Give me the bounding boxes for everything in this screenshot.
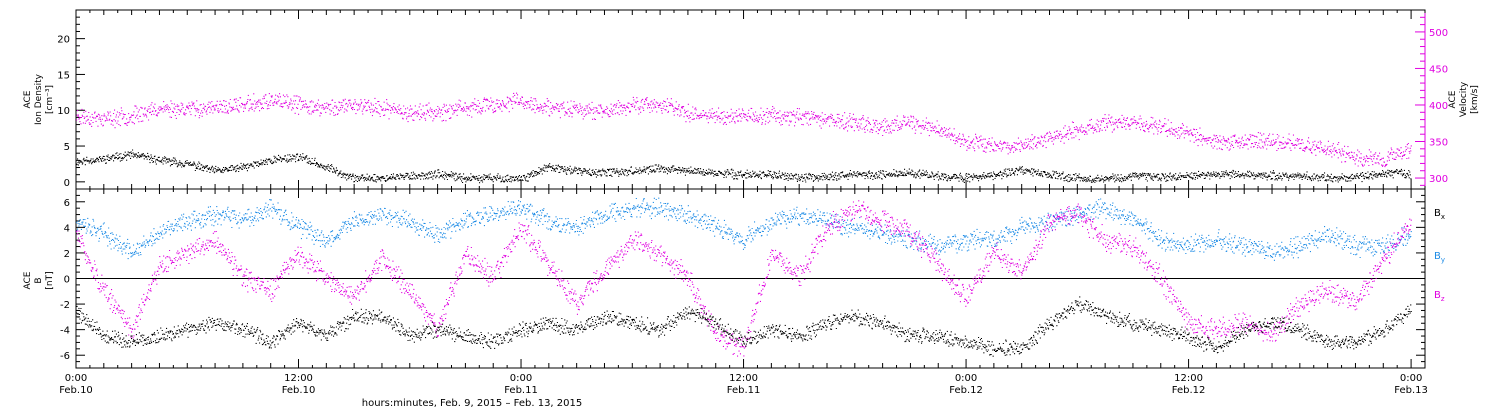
x-tick-time-label: 12:00 bbox=[729, 373, 758, 384]
series-ion-density-points bbox=[76, 149, 1412, 184]
left-ylabel-line: ACE bbox=[23, 90, 33, 108]
right-ylabel-line: Velocity bbox=[1459, 81, 1469, 117]
left-ylabel-line: Ion Density bbox=[34, 73, 44, 125]
left-tick-label: 20 bbox=[57, 35, 70, 46]
left-ylabel: ACE Ion Density [cm⁻³] bbox=[23, 73, 55, 125]
left-tick-label: 0 bbox=[64, 178, 70, 189]
right-ylabel: ACE Velocity [km/s] bbox=[1448, 81, 1480, 117]
series-velocity bbox=[76, 92, 1412, 168]
x-tick-date-label: Feb.12 bbox=[1172, 385, 1206, 396]
series-by-points bbox=[76, 197, 1412, 261]
b-tick-label: -2 bbox=[60, 300, 70, 311]
x-tick-time-label: 0:00 bbox=[510, 373, 532, 384]
left-tick-label: 5 bbox=[64, 142, 70, 153]
series-bx bbox=[76, 296, 1412, 357]
b-tick-label: 0 bbox=[64, 275, 70, 286]
right-ylabel-line: [km/s] bbox=[1470, 85, 1480, 114]
legend-Bz: Bz bbox=[1434, 290, 1445, 303]
x-tick-date-label: Feb.13 bbox=[1394, 385, 1428, 396]
top-panel-frame bbox=[75, 9, 1426, 190]
b-tick-label: 6 bbox=[64, 198, 70, 209]
b-ylabel-line: ACE bbox=[23, 271, 33, 289]
b-tick-label: 4 bbox=[64, 223, 70, 234]
b-ylabel-line: B bbox=[34, 277, 44, 283]
right-tick-label: 350 bbox=[1429, 138, 1448, 149]
series-bz bbox=[76, 200, 1412, 357]
series-velocity-points bbox=[76, 92, 1412, 168]
right-tick-label: 450 bbox=[1429, 64, 1448, 75]
b-tick-label: -6 bbox=[60, 351, 70, 362]
left-tick-label: 10 bbox=[57, 106, 70, 117]
x-tick-time-label: 0:00 bbox=[955, 373, 977, 384]
x-tick-time-label: 0:00 bbox=[65, 373, 87, 384]
series-bz-points bbox=[76, 200, 1412, 357]
b-ylabel: ACE B [nT] bbox=[23, 271, 55, 289]
x-tick-date-label: Feb.10 bbox=[282, 385, 316, 396]
x-tick-time-label: 12:00 bbox=[1174, 373, 1203, 384]
x-tick-date-label: Feb.10 bbox=[59, 385, 93, 396]
right-tick-label: 500 bbox=[1429, 28, 1448, 39]
legend-By: By bbox=[1434, 251, 1445, 264]
series-bx-points bbox=[76, 296, 1412, 357]
right-tick-label: 300 bbox=[1429, 174, 1448, 185]
x-tick-date-label: Feb.11 bbox=[727, 385, 761, 396]
b-tick-label: 2 bbox=[64, 249, 70, 260]
b-tick-label: -4 bbox=[60, 326, 70, 337]
left-ylabel-line: [cm⁻³] bbox=[45, 85, 55, 114]
right-tick-label: 400 bbox=[1429, 101, 1448, 112]
series-ion-density bbox=[76, 149, 1412, 184]
b-ylabel-line: [nT] bbox=[45, 271, 55, 289]
left-tick-label: 15 bbox=[57, 70, 70, 81]
x-tick-date-label: Feb.12 bbox=[949, 385, 983, 396]
x-tick-time-label: 12:00 bbox=[284, 373, 313, 384]
legend-Bx: Bx bbox=[1434, 208, 1445, 221]
right-ylabel-line: ACE bbox=[1448, 90, 1458, 108]
x-tick-date-label: Feb.11 bbox=[504, 385, 538, 396]
series-by bbox=[76, 197, 1412, 261]
x-tick-time-label: 0:00 bbox=[1400, 373, 1422, 384]
x-axis-title: hours:minutes, Feb. 9, 2015 – Feb. 13, 2… bbox=[362, 398, 583, 409]
